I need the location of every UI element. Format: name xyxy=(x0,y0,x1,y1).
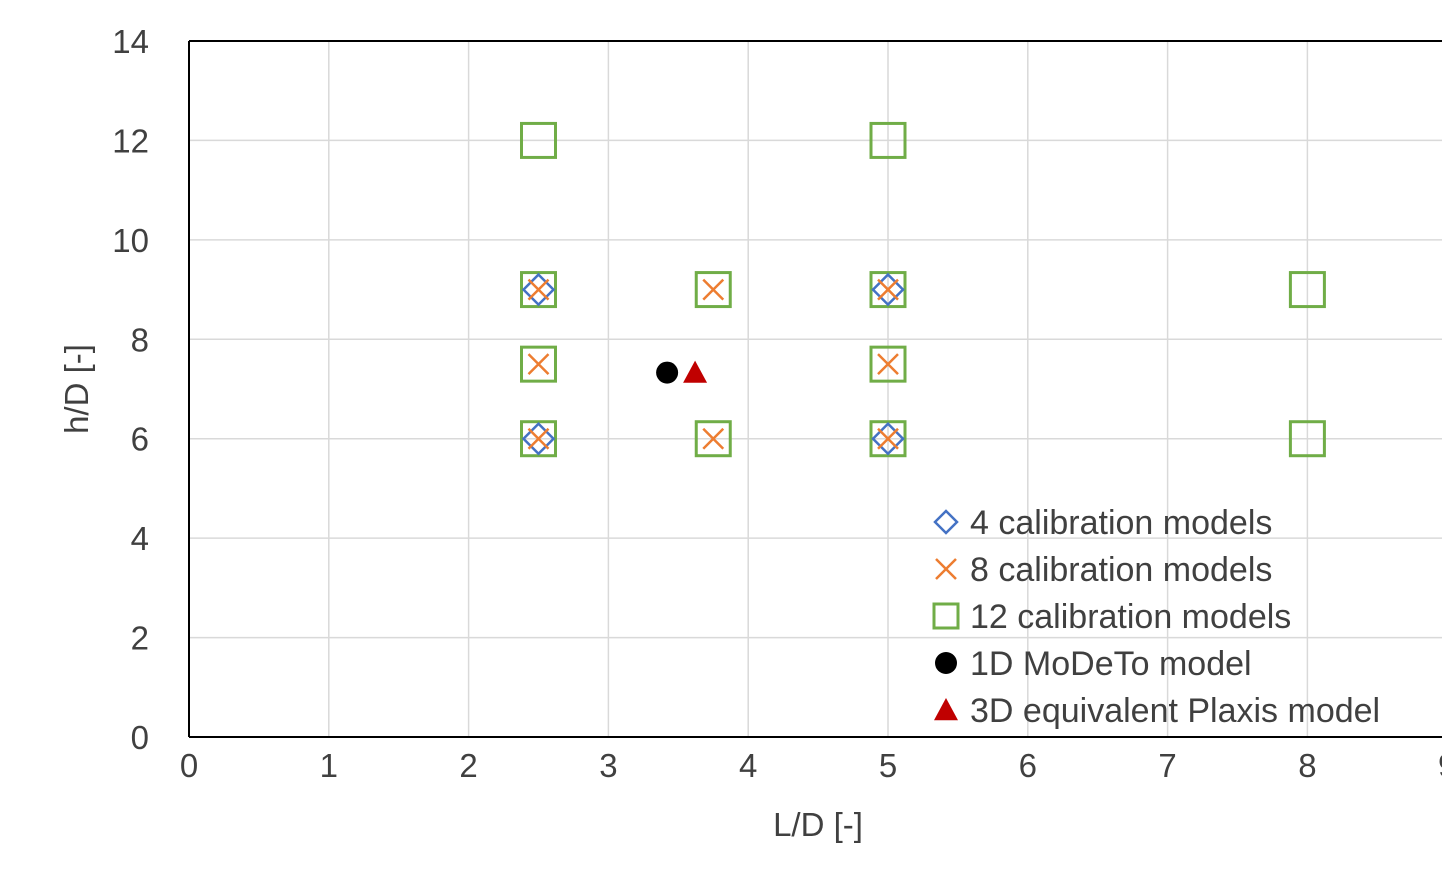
legend-marker xyxy=(935,558,957,580)
data-point-x xyxy=(702,427,725,450)
legend-item: 3D equivalent Plaxis model xyxy=(934,692,1380,730)
data-point-diamond-open xyxy=(521,272,556,307)
data-point-square-open xyxy=(520,121,557,159)
x-tick-label: 7 xyxy=(1158,747,1176,784)
legend-marker xyxy=(935,652,957,674)
y-tick-label: 4 xyxy=(131,520,149,557)
y-tick-label: 10 xyxy=(112,222,149,259)
x-tick-label: 5 xyxy=(879,747,897,784)
y-tick-label: 12 xyxy=(112,122,149,159)
x-tick-label: 3 xyxy=(599,747,617,784)
x-tick-label: 0 xyxy=(180,747,198,784)
y-axis-title: h/D [-] xyxy=(58,344,95,434)
x-tick-label: 4 xyxy=(739,747,757,784)
legend: 4 calibration models 8 calibration models… xyxy=(932,504,1380,730)
data-point-square-open xyxy=(869,121,907,159)
legend-item: 12 calibration models xyxy=(932,598,1291,636)
y-tick-label: 8 xyxy=(131,321,149,358)
x-tick-label: 9 xyxy=(1438,747,1442,784)
data-point-diamond-open xyxy=(521,421,556,456)
data-point-x xyxy=(527,278,550,301)
data-point-triangle-filled xyxy=(683,360,708,383)
x-axis-title: L/D [-] xyxy=(773,806,863,843)
legend-item: 8 calibration models xyxy=(935,551,1272,589)
data-point-square-open xyxy=(869,345,907,383)
legend-item: 4 calibration models xyxy=(933,504,1272,542)
data-point-x xyxy=(877,427,899,450)
data-point-square-open xyxy=(869,420,907,458)
legend-label: 8 calibration models xyxy=(970,551,1272,589)
data-marks xyxy=(520,121,1326,458)
data-point-square-open xyxy=(520,345,557,383)
y-tick-label: 14 xyxy=(112,23,149,60)
data-point-diamond-open xyxy=(871,421,905,456)
gridlines xyxy=(189,41,1442,737)
data-point-x xyxy=(877,278,899,301)
data-point-square-open xyxy=(694,420,732,458)
y-tick-label: 0 xyxy=(131,719,149,756)
legend-item: 1D MoDeTo model xyxy=(935,645,1252,683)
data-point-square-open xyxy=(520,420,557,458)
axes xyxy=(188,40,1442,738)
x-tick-label: 1 xyxy=(320,747,338,784)
legend-marker xyxy=(934,698,958,721)
legend-label: 1D MoDeTo model xyxy=(970,645,1252,683)
data-point-x xyxy=(702,278,725,301)
data-point-circle-filled xyxy=(656,361,679,384)
y-tick-label: 2 xyxy=(131,620,149,657)
x-tick-label: 8 xyxy=(1298,747,1316,784)
data-point-diamond-open xyxy=(871,272,905,307)
data-point-square-open xyxy=(694,271,732,309)
legend-label: 4 calibration models xyxy=(970,504,1272,542)
data-point-x xyxy=(527,427,550,450)
legend-marker xyxy=(933,509,959,535)
data-point-square-open xyxy=(1288,420,1326,458)
legend-label: 12 calibration models xyxy=(970,598,1291,636)
x-tick-label: 2 xyxy=(459,747,477,784)
data-point-x xyxy=(877,353,899,376)
data-point-square-open xyxy=(520,271,557,309)
data-point-square-open xyxy=(1288,271,1326,309)
data-point-square-open xyxy=(869,271,907,309)
x-tick-label: 6 xyxy=(1019,747,1037,784)
tick-labels: 012345678902468101214 xyxy=(112,23,1442,784)
y-tick-label: 6 xyxy=(131,421,149,458)
legend-marker xyxy=(932,602,960,630)
legend-label: 3D equivalent Plaxis model xyxy=(970,692,1380,730)
data-point-x xyxy=(527,353,550,376)
